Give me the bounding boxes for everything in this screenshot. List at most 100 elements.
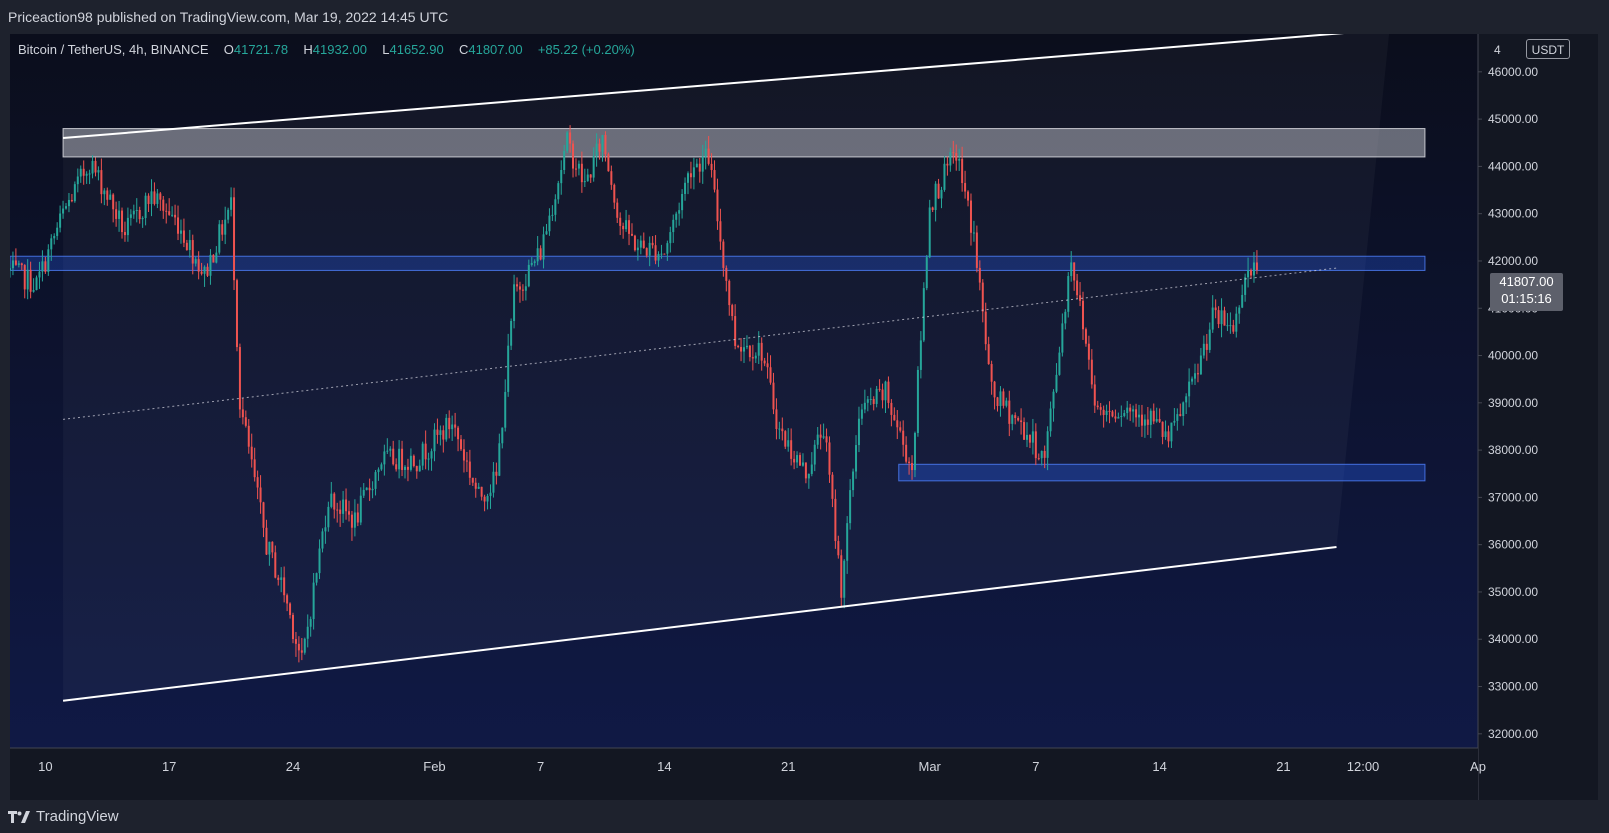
candle — [516, 284, 519, 287]
channel-upper-line[interactable] — [62, 34, 1390, 140]
candle — [20, 263, 23, 266]
candle — [1170, 422, 1173, 442]
price-tick-label: 32000.00 — [1488, 727, 1538, 741]
candle — [1229, 325, 1232, 327]
candle — [194, 259, 197, 264]
candle — [471, 477, 474, 483]
candle — [489, 492, 492, 496]
candle — [1188, 381, 1191, 397]
time-axis[interactable] — [10, 748, 1478, 800]
candle — [109, 194, 112, 200]
candle — [118, 210, 121, 219]
candle — [1081, 300, 1084, 330]
candle — [362, 489, 365, 496]
candle — [50, 238, 53, 250]
support-zone[interactable] — [898, 463, 1426, 482]
candle — [1120, 415, 1123, 417]
time-tick-label: Feb — [423, 759, 445, 774]
candle — [751, 357, 754, 359]
candle — [448, 417, 451, 430]
candle — [669, 232, 672, 244]
candle — [598, 143, 601, 152]
time-tick-label: Ap — [1470, 759, 1486, 774]
candle — [916, 369, 919, 433]
candle — [1064, 311, 1067, 324]
candle — [368, 487, 371, 491]
candle — [807, 473, 810, 479]
candle — [1191, 378, 1194, 382]
price-tick-label: 40000.00 — [1488, 349, 1538, 363]
symbol-name[interactable]: Bitcoin / TetherUS, 4h, BINANCE — [18, 42, 209, 57]
candle — [533, 261, 536, 264]
candle — [1164, 431, 1167, 437]
candle — [70, 199, 73, 202]
candle — [121, 210, 124, 233]
candle — [277, 577, 280, 580]
candle — [557, 183, 560, 200]
candle — [707, 148, 710, 164]
candle — [890, 402, 893, 415]
candle — [740, 346, 743, 352]
time-tick-label: 7 — [1032, 759, 1039, 774]
candle — [345, 499, 348, 512]
tradingview-logo[interactable]: TradingView — [8, 808, 119, 825]
candle — [265, 527, 268, 555]
candle — [29, 269, 32, 292]
candle — [1067, 276, 1070, 312]
candle — [106, 190, 109, 200]
candle — [129, 214, 132, 218]
candle — [56, 227, 59, 236]
candle — [1070, 262, 1073, 277]
candle — [996, 397, 999, 407]
candle — [126, 217, 129, 236]
chart-area[interactable]: 4 46000.00 45000.00 44000.00 43000.00 42000.0… — [10, 34, 1598, 800]
candle — [893, 414, 896, 421]
candle — [250, 446, 253, 460]
price-tick-label: 45000.00 — [1488, 112, 1538, 126]
candle — [141, 218, 144, 220]
currency-button[interactable]: USDT — [1526, 39, 1570, 59]
candle — [404, 466, 407, 470]
price-tick-label: 37000.00 — [1488, 490, 1538, 504]
candle — [324, 527, 327, 532]
candle — [359, 495, 362, 523]
candle — [356, 512, 359, 523]
candle — [1105, 410, 1108, 415]
channel-midline[interactable] — [63, 267, 1337, 420]
candle — [622, 225, 625, 230]
price-axis[interactable] — [1478, 34, 1598, 800]
candle — [1158, 419, 1161, 422]
candle — [1238, 307, 1241, 314]
candle — [415, 466, 418, 472]
candle — [318, 548, 321, 574]
candle — [1223, 310, 1226, 326]
time-tick-label: 14 — [1152, 759, 1166, 774]
pivot-zone[interactable] — [10, 255, 1426, 271]
candle — [1076, 280, 1079, 296]
candle — [1008, 400, 1011, 424]
candle — [675, 213, 678, 220]
open-label: O — [223, 42, 234, 57]
resistance-zone[interactable] — [62, 128, 1426, 158]
candle — [681, 193, 684, 211]
candle — [728, 280, 731, 306]
candle — [286, 595, 289, 604]
candle — [1061, 323, 1064, 353]
candle — [905, 444, 908, 462]
candle — [1211, 307, 1214, 330]
channel-lower-line[interactable] — [62, 546, 1337, 702]
candle — [241, 409, 244, 418]
candle — [224, 219, 227, 235]
candle — [462, 449, 465, 461]
candle — [521, 289, 524, 291]
price-tick-label: 43000.00 — [1488, 207, 1538, 221]
candle — [651, 242, 654, 246]
candle — [333, 493, 336, 510]
candle — [197, 259, 200, 272]
candle — [365, 487, 368, 490]
candle — [1255, 262, 1258, 271]
candle — [937, 183, 940, 199]
candle — [801, 462, 804, 466]
candle — [934, 183, 937, 210]
price-chart[interactable]: 4 46000.00 45000.00 44000.00 43000.00 42000.0… — [10, 34, 1598, 800]
